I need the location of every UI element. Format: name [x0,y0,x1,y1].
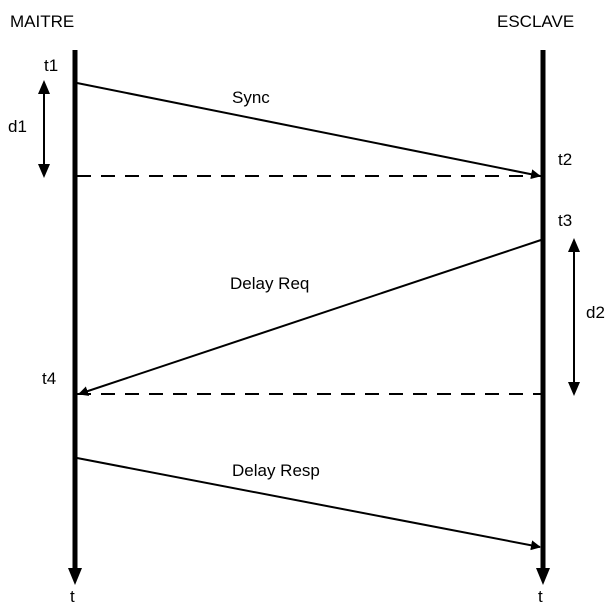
time-label: t [70,587,75,604]
time-label: t [538,587,543,604]
message-label: Delay Req [230,274,309,293]
timestamp: t3 [558,211,572,230]
timeline-arrow [536,568,550,585]
timestamp: t1 [44,56,58,75]
message-label: Delay Resp [232,461,320,480]
message-label: Sync [232,88,270,107]
lane-label: ESCLAVE [497,12,574,31]
lane-label: MAITRE [10,12,74,31]
timestamp: t2 [558,150,572,169]
sync-message [76,82,541,180]
timestamp: t4 [42,369,56,388]
timeline-arrow [68,568,82,585]
duration-label: d1 [8,117,27,136]
delay-req-message [78,239,542,396]
duration-label: d2 [586,303,605,322]
delay-resp-message [76,457,541,551]
